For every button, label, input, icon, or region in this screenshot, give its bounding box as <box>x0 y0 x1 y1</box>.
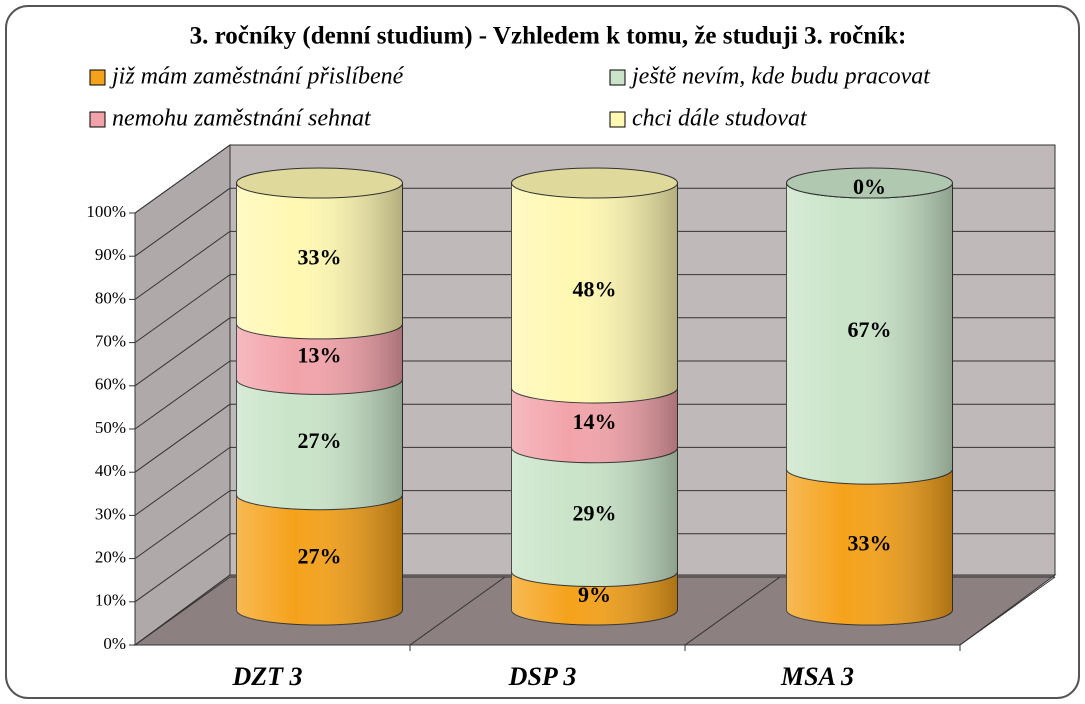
grid-line <box>134 230 231 300</box>
cylinder-top-shade <box>786 168 953 198</box>
y-tick-label: 40% <box>95 461 126 480</box>
y-tick-label: 0% <box>103 634 126 653</box>
floor-divider <box>684 576 781 646</box>
value-label: 33% <box>848 531 892 556</box>
legend-label: již mám zaměstnání přislíbené <box>109 64 405 90</box>
grid-line <box>134 490 231 560</box>
cylinder-top <box>786 167 953 199</box>
grid-line <box>134 360 231 430</box>
legend-label: chci dále studovat <box>632 106 808 132</box>
chart-title: 3. ročníky (denní studium) - Vzhledem k … <box>190 23 907 50</box>
value-label: 27% <box>298 543 342 568</box>
value-label: 48% <box>573 277 617 302</box>
grid-line <box>134 144 231 214</box>
x-tick-label: DSP 3 <box>508 662 577 691</box>
grid-line <box>134 187 231 257</box>
value-label: 27% <box>298 428 342 453</box>
segment-shade <box>786 183 953 485</box>
value-label: 0% <box>853 174 886 199</box>
cylinder-top-shade <box>236 168 403 198</box>
floor-divider <box>409 576 506 646</box>
legend-swatch <box>609 111 626 128</box>
segment-shade <box>786 469 953 625</box>
legend-swatch <box>89 111 106 128</box>
y-tick-label: 50% <box>95 418 126 437</box>
y-tick-label: 80% <box>95 288 126 307</box>
value-label: 29% <box>573 501 617 526</box>
y-tick-label: 90% <box>95 245 126 264</box>
segment-shade <box>236 323 403 395</box>
legend-swatch <box>609 69 626 86</box>
x-tick-label: DZT 3 <box>231 662 302 691</box>
value-label: 13% <box>298 343 342 368</box>
segment-shade <box>511 387 678 463</box>
legend-swatch <box>89 69 106 86</box>
y-tick-label: 20% <box>95 548 126 567</box>
segment-shade <box>236 379 403 510</box>
segment-shade <box>236 494 403 625</box>
value-label: 14% <box>573 409 617 434</box>
y-tick-label: 30% <box>95 504 126 523</box>
legend-label: ještě nevím, kde budu pracovat <box>629 64 931 90</box>
grid-line <box>134 317 231 387</box>
grid-line <box>134 576 231 646</box>
segment-shade <box>236 183 403 339</box>
cylinder-top <box>236 167 403 199</box>
y-tick-label: 70% <box>95 332 126 351</box>
cylinder-top-shade <box>511 168 678 198</box>
value-label: 9% <box>578 582 611 607</box>
x-tick-label: MSA 3 <box>780 662 854 691</box>
grid-line <box>134 533 231 603</box>
cylinder-top <box>511 167 678 199</box>
value-label: 67% <box>848 317 892 342</box>
legend-label: nemohu zaměstnání sehnat <box>112 106 372 132</box>
segment-shade <box>511 183 678 403</box>
grid-line <box>134 403 231 473</box>
y-tick-label: 100% <box>86 202 126 221</box>
y-tick-label: 10% <box>95 591 126 610</box>
floor-divider <box>959 576 1056 646</box>
y-tick-label: 60% <box>95 375 126 394</box>
grid-line <box>134 274 231 344</box>
segment-shade <box>511 447 678 587</box>
value-label: 33% <box>298 245 342 270</box>
grid-line <box>134 446 231 516</box>
